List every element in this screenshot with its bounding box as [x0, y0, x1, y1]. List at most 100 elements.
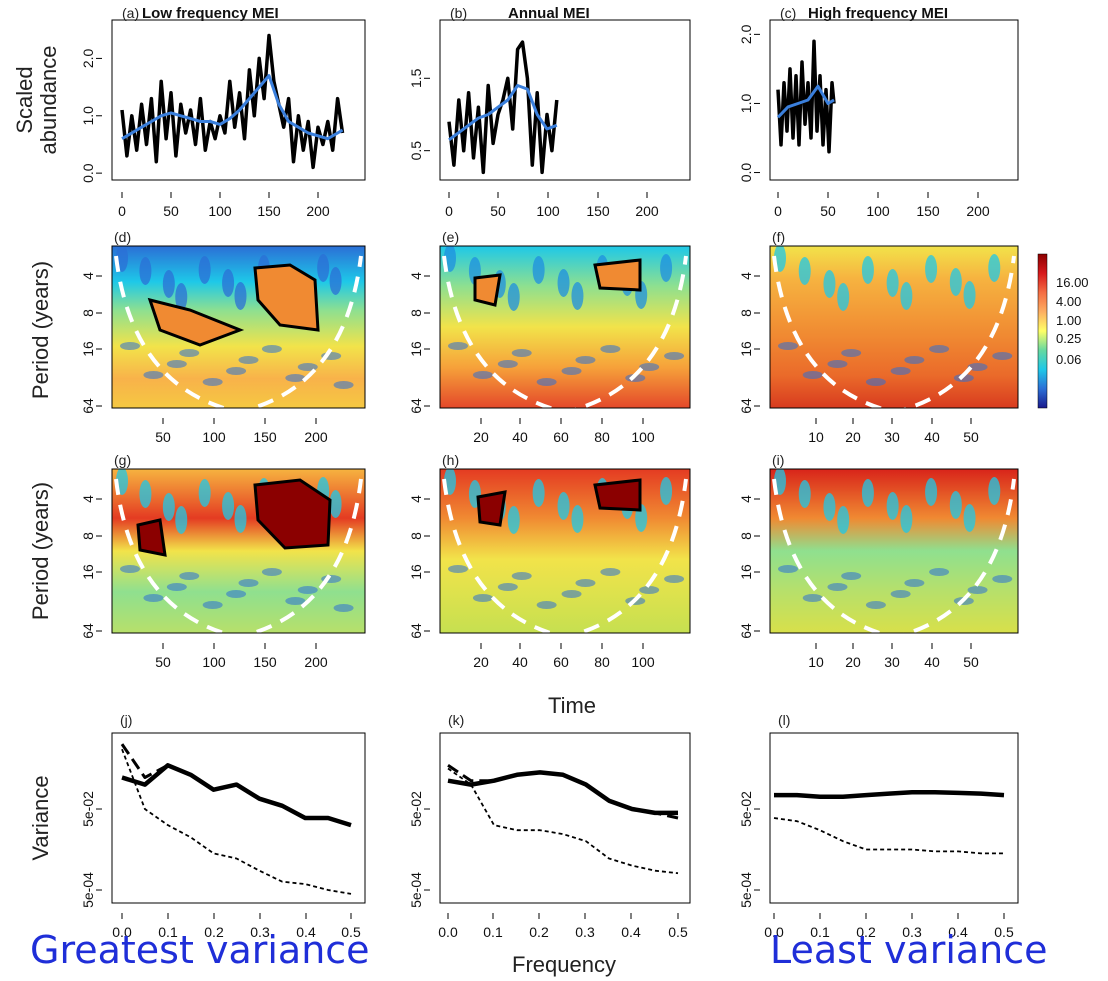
panel-g-spot [139, 480, 152, 508]
x-tick-label-h-4: 100 [631, 654, 655, 670]
panel-i-spot [886, 492, 899, 520]
panel-i-spot [865, 601, 886, 609]
x-tick-label-i-4: 50 [963, 654, 979, 670]
panel-l-series-0 [774, 789, 1005, 800]
panel-d-spot [285, 374, 306, 382]
panel-h-spot [639, 586, 660, 594]
panel-e-frame [439, 245, 691, 409]
y-tick-label-b-1: 1.5 [408, 68, 424, 88]
colorbar [1037, 253, 1048, 409]
panel-d-spot [226, 367, 247, 375]
y-tick-label-f-1: 8 [738, 309, 754, 317]
x-tick-label-b-1: 50 [490, 203, 506, 219]
panel-h-label: (h) [442, 452, 459, 468]
x-tick-label-i-1: 20 [845, 654, 861, 670]
x-tick-label-d-0: 50 [155, 429, 171, 445]
panel-g-spot [179, 572, 200, 580]
y-tick-label-f-2: 16 [738, 341, 754, 357]
panel-e-spot [660, 254, 673, 282]
panel-a-label: (a) [122, 5, 139, 21]
y-tick-label-g-1: 8 [80, 532, 96, 540]
panel-d-spot [297, 363, 318, 371]
x-tick-label-f-1: 20 [845, 429, 861, 445]
y-tick-label-c-1: 1.0 [738, 94, 754, 114]
x-tick-label-f-3: 40 [924, 429, 940, 445]
x-tick-label-a-1: 50 [163, 203, 179, 219]
panel-i-spot [929, 568, 950, 576]
panel-b-series-1 [448, 84, 558, 142]
y-tick-label-e-0: 4 [408, 272, 424, 280]
panel-d-heatmap [112, 246, 365, 408]
y-tick-label-a-0: 0.0 [80, 163, 96, 183]
x-tick-label-c-1: 50 [820, 203, 836, 219]
panel-d-cone-of-influence [114, 255, 363, 408]
panel-j-series-2 [121, 748, 352, 895]
panel-g-spot [202, 601, 223, 609]
y-tick-label-i-2: 16 [738, 564, 754, 580]
panel-e-label: (e) [442, 229, 459, 245]
x-tick-label-k-1: 0.1 [483, 924, 503, 940]
panel-g-spot [226, 590, 247, 598]
x-tick-label-g-0: 50 [155, 654, 171, 670]
panel-d-significant-region-0 [147, 297, 245, 347]
panel-j-series-1 [120, 743, 352, 827]
x-tick-label-g-3: 200 [304, 654, 328, 670]
xlabel-frequency: Frequency [512, 952, 616, 977]
panel-d-spot [234, 282, 247, 310]
x-tick-label-j-0: 0.0 [112, 924, 132, 940]
x-tick-label-k-0: 0.0 [438, 924, 458, 940]
x-tick-label-g-2: 150 [253, 654, 277, 670]
x-tick-label-i-0: 10 [808, 654, 824, 670]
panel-h-heatmap [440, 469, 690, 633]
panel-h-frame [439, 468, 691, 634]
x-tick-label-l-5: 0.5 [994, 924, 1014, 940]
panel-k-series-2 [447, 767, 679, 875]
x-tick-label-k-5: 0.5 [668, 924, 688, 940]
y-tick-label-j-1: 5e-02 [80, 791, 96, 827]
y-tick-label-b-0: 0.5 [408, 141, 424, 161]
x-tick-label-b-3: 150 [586, 203, 610, 219]
ylabel-row2: Period (years) [28, 261, 53, 399]
y-tick-label-g-0: 4 [80, 495, 96, 503]
panel-e-spot [575, 356, 596, 364]
panel-a-title: Low frequency MEI [142, 5, 279, 22]
panel-f-spot [949, 268, 962, 296]
x-tick-label-i-2: 30 [884, 654, 900, 670]
panel-i-spot [988, 477, 1001, 505]
panel-h-spot [660, 477, 673, 505]
footer-right-caption: Least variance [770, 928, 1048, 972]
y-tick-label-l-1: 5e-02 [738, 791, 754, 827]
x-tick-label-c-2: 100 [866, 203, 890, 219]
y-tick-label-k-0: 5e-04 [408, 872, 424, 908]
panel-a-frame [111, 19, 366, 181]
panel-d-spot [198, 256, 211, 284]
panel-d-spot [261, 345, 282, 353]
panel-i-heatmap [770, 469, 1018, 633]
panel-h-significant-region-1 [593, 478, 642, 512]
panel-d-spot [139, 257, 152, 285]
ylabel-row4: Variance [28, 775, 53, 860]
panel-i-spot [967, 586, 988, 594]
panel-i-spot [949, 491, 962, 519]
panel-i-spot [963, 504, 976, 532]
panel-e-significant-region-1 [593, 258, 642, 292]
panel-f-spot [865, 378, 886, 386]
panel-f-spot [823, 270, 836, 298]
panel-e-heatmap [440, 246, 690, 408]
panel-g-heatmap [112, 469, 365, 633]
panel-f-spot [929, 345, 950, 353]
panel-k-label: (k) [448, 712, 464, 728]
panel-d-spot [175, 283, 188, 311]
panel-i-spot [823, 493, 836, 521]
panel-i-spot [798, 480, 811, 508]
panel-j-frame [111, 732, 366, 904]
x-tick-label-j-2: 0.2 [204, 924, 224, 940]
panel-k-series-0 [447, 770, 678, 816]
panel-d-spot [333, 381, 354, 389]
panel-h-spot [557, 492, 570, 520]
x-tick-label-e-4: 100 [631, 429, 655, 445]
panel-f-label: (f) [772, 229, 785, 245]
panel-c-label: (c) [780, 5, 796, 21]
panel-f-spot [963, 281, 976, 309]
colorbar-tick-label-0: 16.00 [1056, 275, 1089, 290]
